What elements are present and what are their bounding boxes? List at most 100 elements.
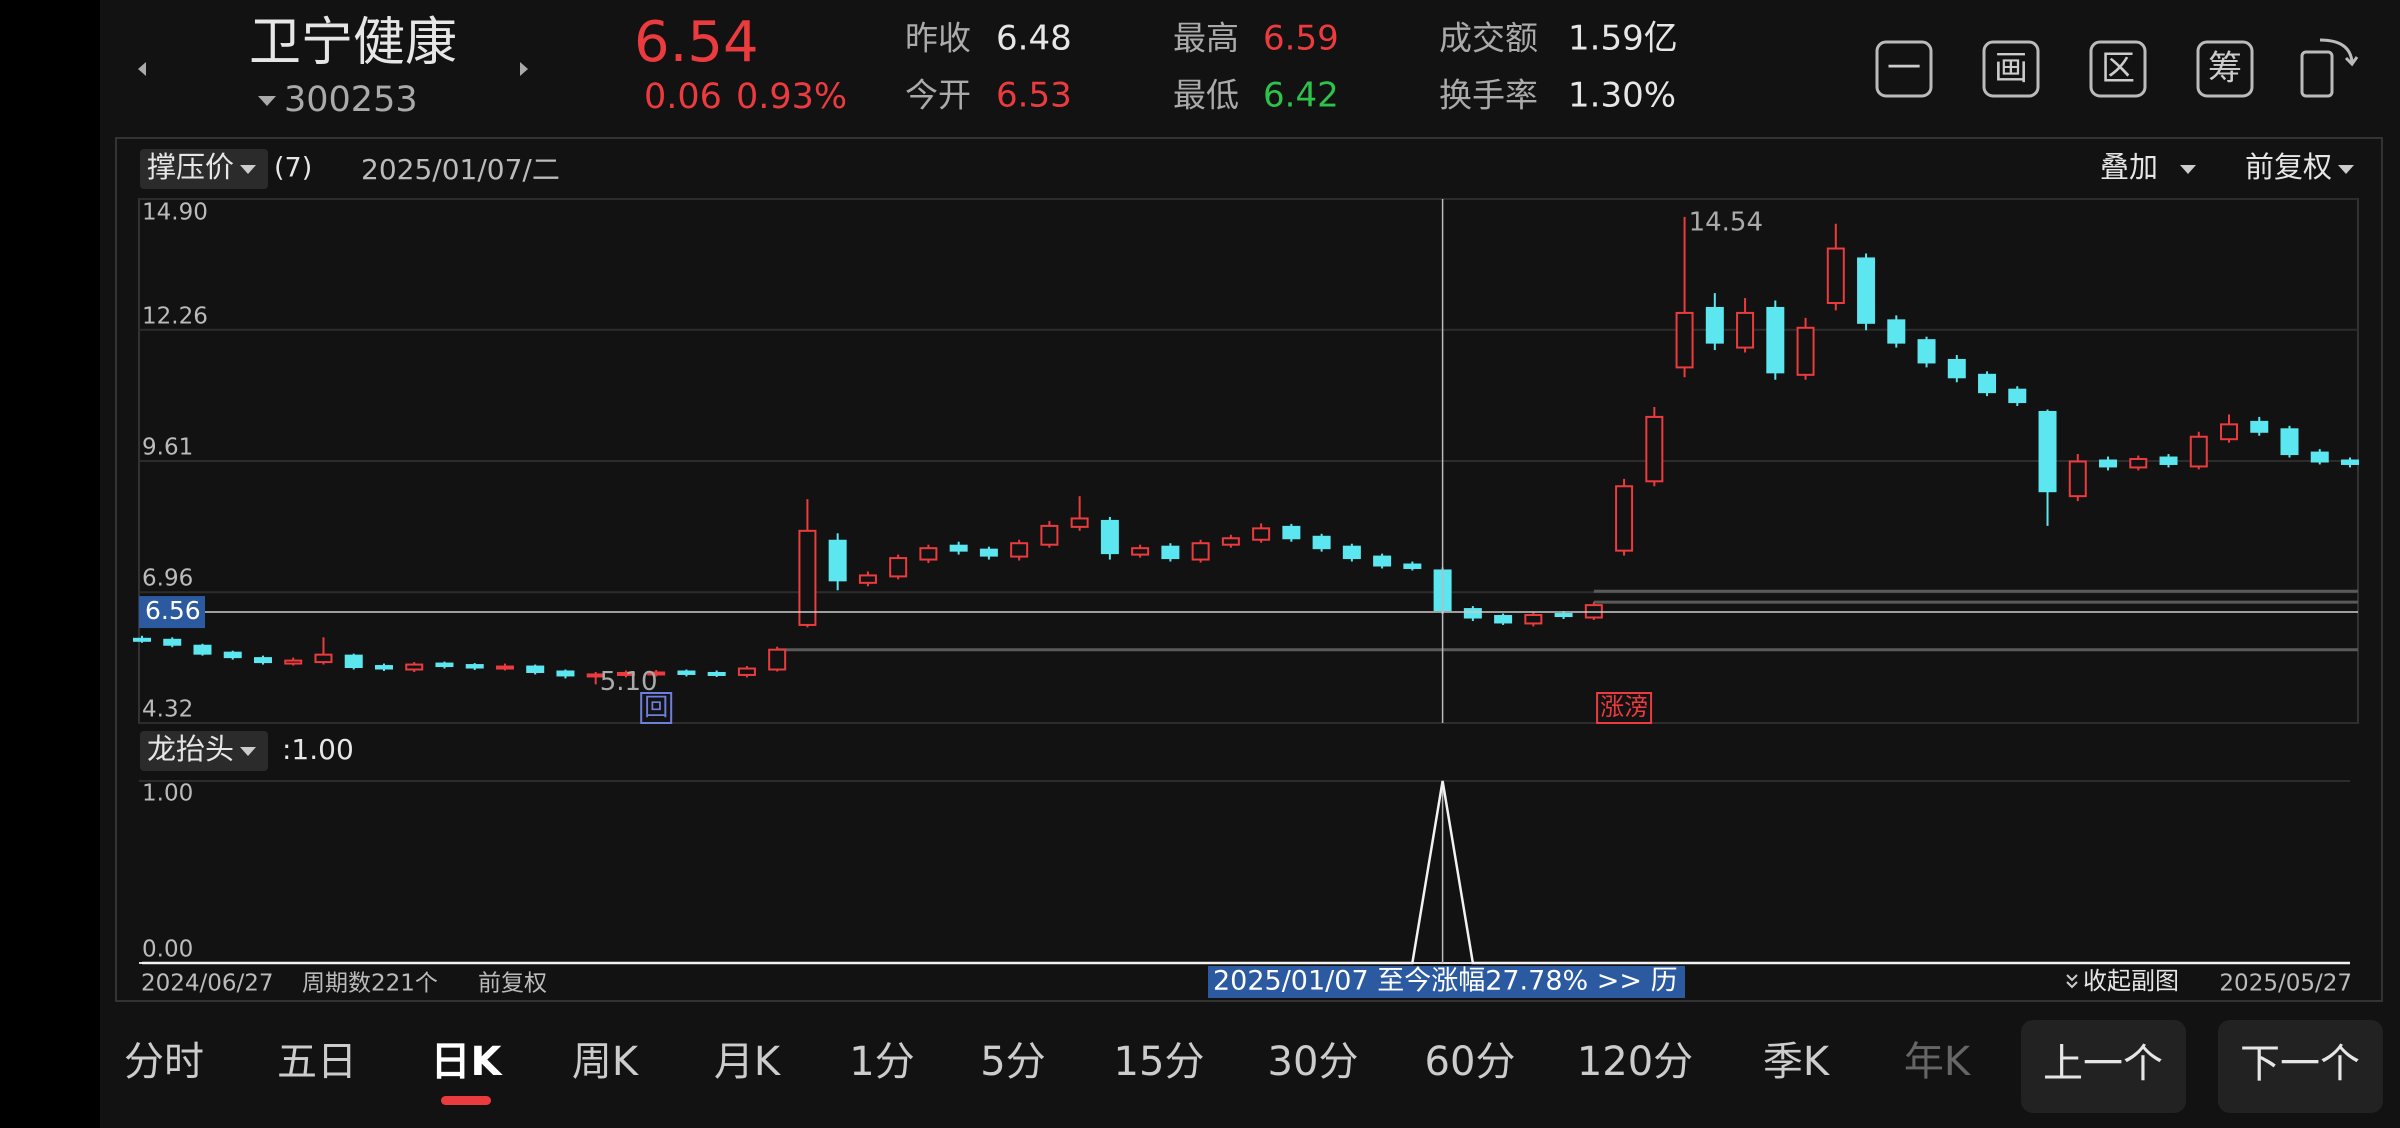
candle-body: [1010, 542, 1029, 558]
chart-panel: [115, 137, 2383, 1002]
adjust-menu[interactable]: 前复权: [2245, 150, 2332, 184]
caret: [240, 747, 256, 756]
candle-body: [1857, 257, 1876, 324]
candle-body: [133, 637, 151, 642]
tool-icon[interactable]: [2196, 40, 2254, 98]
candle-body: [465, 664, 484, 669]
candle-body: [1070, 517, 1089, 528]
candle-body: [1221, 537, 1240, 546]
period-tab[interactable]: 季K: [1763, 1039, 1831, 1085]
event-marker-box: [640, 692, 673, 724]
collapse-sub[interactable]: 收起副图: [2083, 967, 2179, 995]
stat-label: 最高: [1173, 19, 1239, 58]
period-tab[interactable]: 周K: [572, 1039, 640, 1085]
period-tab[interactable]: 60分: [1425, 1039, 1516, 1085]
crosshair-label: 6.56: [145, 596, 201, 625]
banner-bg[interactable]: [1208, 966, 1685, 998]
candle-body: [2099, 459, 2118, 468]
event-marker[interactable]: 涨滂: [1600, 693, 1648, 721]
y-tick-label: 14.90: [142, 200, 208, 226]
candle-body: [435, 662, 454, 668]
caret: [2338, 165, 2354, 174]
adjust-label: 前复权: [478, 971, 547, 997]
sub-y-tick-label: 1.00: [142, 781, 193, 807]
candle-body: [1463, 608, 1482, 619]
candle-body: [1766, 306, 1785, 374]
nav-button[interactable]: [2218, 1020, 2383, 1113]
tool-icon[interactable]: [1875, 40, 1933, 98]
candle-body: [1705, 306, 1724, 344]
start-date: 2024/06/27: [141, 971, 274, 997]
event-marker[interactable]: 回: [644, 693, 668, 721]
period-tab[interactable]: 30分: [1268, 1039, 1359, 1085]
nav-button[interactable]: [2021, 1020, 2186, 1113]
period-tab[interactable]: 120分: [1577, 1039, 1693, 1085]
candle-body: [1947, 358, 1966, 379]
candle-body: [949, 544, 968, 552]
period-tab[interactable]: 日K: [431, 1039, 504, 1085]
nav-button-label[interactable]: 上一个: [2043, 1041, 2163, 1087]
period-tab[interactable]: 月K: [714, 1039, 782, 1085]
candle-body: [1161, 545, 1180, 560]
tool-icon[interactable]: [2089, 40, 2147, 98]
overlay-menu[interactable]: 叠加: [2100, 150, 2158, 184]
sub-indicator-dropdown[interactable]: [140, 731, 268, 771]
candle-body: [1978, 373, 1997, 394]
period-tab[interactable]: 15分: [1114, 1039, 1205, 1085]
next-stock[interactable]: [520, 62, 528, 76]
candle-body: [2159, 456, 2178, 465]
candle-body: [344, 654, 363, 669]
stat-value: 6.42: [1263, 76, 1339, 116]
period-tab[interactable]: 1分: [849, 1039, 914, 1085]
indicator-dropdown[interactable]: [140, 149, 268, 189]
candle-body: [1342, 545, 1361, 560]
period-tab[interactable]: 分时: [124, 1039, 204, 1085]
nav-button-label[interactable]: 下一个: [2240, 1041, 2360, 1087]
candle-body: [405, 663, 424, 671]
candle-body: [1675, 311, 1694, 369]
candle-body: [556, 670, 575, 677]
candle-body: [1373, 555, 1392, 567]
candle-body: [2220, 423, 2239, 441]
code-caret[interactable]: [258, 96, 276, 106]
stat-value: 6.53: [996, 76, 1072, 116]
tool-icon-label: 一: [1887, 49, 1921, 89]
rotate-icon[interactable]: [2300, 38, 2359, 98]
candle-body: [919, 547, 938, 561]
stat-label: 今开: [905, 76, 971, 115]
stat-value: 1.59亿: [1568, 19, 1678, 59]
candle-body: [798, 529, 817, 626]
sub-indicator-value: :1.00: [282, 733, 354, 766]
change: 0.06: [644, 77, 722, 117]
candle-body: [2068, 460, 2087, 498]
candle-body: [495, 665, 514, 670]
candle-body: [1796, 326, 1815, 376]
candle-body: [193, 644, 212, 655]
period-tab[interactable]: 年K: [1904, 1039, 1972, 1085]
caret: [240, 165, 256, 174]
candle-body: [253, 657, 272, 664]
tool-icon-label: 区: [2101, 49, 2135, 89]
candle-body: [1282, 525, 1301, 540]
period-tab[interactable]: 五日: [277, 1039, 357, 1085]
stat-label: 昨收: [905, 19, 971, 58]
candle-body: [2129, 458, 2148, 469]
candle-body: [1494, 615, 1513, 624]
stat-value: 1.30%: [1568, 76, 1676, 116]
y-tick-label: 6.96: [142, 566, 193, 592]
candle-body: [163, 638, 182, 646]
candle-body: [374, 665, 393, 670]
candle-body: [677, 670, 696, 675]
candle-body: [1826, 247, 1845, 305]
end-date: 2025/05/27: [2219, 971, 2352, 997]
prev-stock[interactable]: [138, 62, 146, 76]
period-tab[interactable]: 5分: [980, 1039, 1045, 1085]
price-annotation: 14.54: [1689, 207, 1763, 237]
candle-body: [1736, 311, 1755, 349]
price: 6.54: [634, 10, 759, 75]
candle-body: [707, 671, 726, 676]
banner[interactable]: 2025/01/07 至今涨幅27.78% >> 历: [1213, 966, 1678, 997]
tool-icon[interactable]: [1982, 40, 2040, 98]
indicator-menu: 撑压价: [147, 150, 234, 184]
